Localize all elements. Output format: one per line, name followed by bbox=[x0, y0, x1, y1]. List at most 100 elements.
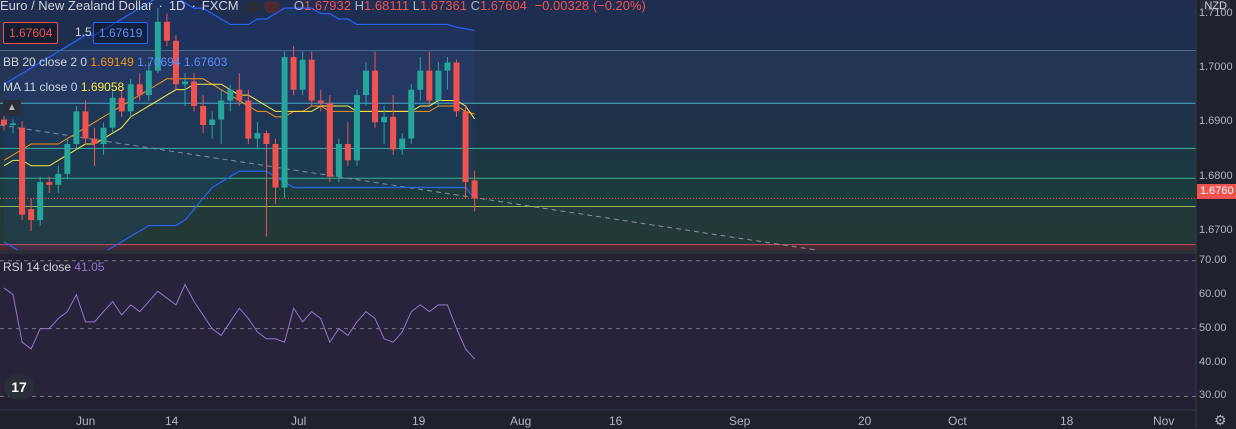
candle-body[interactable] bbox=[118, 97, 125, 112]
time-tick-label: 14 bbox=[165, 414, 179, 428]
bollinger-band-fill bbox=[4, 0, 475, 264]
candle-body[interactable] bbox=[344, 144, 351, 161]
time-tick-label: Aug bbox=[510, 414, 532, 428]
candle-body[interactable] bbox=[236, 89, 243, 101]
candle-body[interactable] bbox=[372, 70, 379, 123]
open-label: O bbox=[293, 0, 304, 13]
rsi-line[interactable] bbox=[3, 283, 475, 360]
candle-body[interactable] bbox=[453, 62, 460, 112]
rsi-legend[interactable]: RSI 14 close 41.05 bbox=[3, 260, 104, 274]
candle-body[interactable] bbox=[172, 40, 179, 85]
candle-body[interactable] bbox=[399, 138, 406, 150]
candle-body[interactable] bbox=[55, 173, 62, 185]
more-options-icon[interactable] bbox=[264, 0, 281, 13]
time-tick-label: 16 bbox=[609, 414, 623, 428]
candle-body[interactable] bbox=[1, 119, 7, 125]
candle-body[interactable] bbox=[136, 84, 143, 96]
time-tick-label: 20 bbox=[858, 414, 872, 428]
price-zone bbox=[0, 148, 1196, 179]
candle-body[interactable] bbox=[200, 105, 207, 125]
interval-label[interactable]: 1D bbox=[168, 0, 186, 13]
candle-body[interactable] bbox=[191, 81, 198, 106]
price-tick-label: 1.7000 bbox=[1199, 60, 1233, 73]
candle-body[interactable] bbox=[91, 138, 98, 145]
candle-body[interactable] bbox=[19, 127, 26, 215]
candle-body[interactable] bbox=[353, 95, 360, 161]
sell-price-button[interactable]: 1.67604 bbox=[3, 22, 59, 44]
eye-icon[interactable] bbox=[244, 0, 261, 13]
candle-body[interactable] bbox=[218, 100, 225, 120]
candle-body[interactable] bbox=[390, 116, 397, 150]
time-tick-label: Nov bbox=[1153, 414, 1175, 428]
candle-body[interactable] bbox=[154, 21, 161, 71]
candle-body[interactable] bbox=[272, 144, 279, 188]
bb-legend[interactable]: BB 20 close 2 0 1.69149 1.70694 1.67603 bbox=[3, 55, 227, 69]
symbol-title[interactable]: Euro / New Zealand Dollar bbox=[0, 0, 153, 13]
candle-body[interactable] bbox=[263, 133, 270, 145]
bb-upper-line[interactable] bbox=[3, 0, 475, 85]
rsi-pane-background bbox=[0, 254, 1196, 410]
candle-body[interactable] bbox=[64, 144, 71, 174]
candle-body[interactable] bbox=[28, 209, 35, 221]
high-label: H bbox=[354, 0, 365, 13]
price-tick-label: 1.6900 bbox=[1199, 115, 1233, 128]
candle-body[interactable] bbox=[417, 70, 424, 90]
candle-body[interactable] bbox=[408, 89, 415, 139]
rsi-band-fill bbox=[0, 260, 1196, 397]
close-value: 1.67604 bbox=[479, 0, 527, 13]
candle-body[interactable] bbox=[462, 111, 469, 183]
spread-value: 1.5 bbox=[75, 25, 92, 39]
candle-body[interactable] bbox=[37, 182, 44, 221]
gear-icon[interactable]: ⚙ bbox=[1214, 412, 1227, 428]
candle-body[interactable] bbox=[426, 70, 433, 101]
symbol-header[interactable]: Euro / New Zealand Dollar · 1D · FXCM O1.679… bbox=[0, 0, 646, 13]
candle-body[interactable] bbox=[10, 123, 17, 125]
candle-body[interactable] bbox=[254, 133, 261, 139]
currency-label[interactable]: NZD bbox=[1200, 0, 1230, 12]
candle-body[interactable] bbox=[182, 81, 188, 85]
candle-body[interactable] bbox=[209, 119, 216, 125]
candle-body[interactable] bbox=[145, 70, 152, 96]
candle-body[interactable] bbox=[245, 100, 252, 139]
price-zone bbox=[0, 178, 1196, 207]
pane-separator[interactable] bbox=[0, 250, 1196, 254]
candle-body[interactable] bbox=[100, 127, 107, 145]
candle-body[interactable] bbox=[163, 21, 170, 41]
candle-body[interactable] bbox=[317, 100, 324, 104]
candle-body[interactable] bbox=[281, 57, 288, 188]
rsi-tick-label: 50.00 bbox=[1199, 321, 1227, 334]
price-tick-label: 1.6700 bbox=[1199, 223, 1233, 236]
rsi-label: RSI 14 close bbox=[3, 260, 72, 274]
high-value: 1.68111 bbox=[364, 0, 410, 13]
time-tick-label: Sep bbox=[729, 414, 751, 428]
change-value: −0.00328 (−0.20%) bbox=[534, 0, 646, 13]
candle-body[interactable] bbox=[308, 59, 315, 101]
candle-body[interactable] bbox=[127, 84, 134, 112]
candle-body[interactable] bbox=[73, 111, 80, 145]
price-zone-low bbox=[0, 244, 1196, 250]
chevron-up-icon[interactable]: ▲ bbox=[3, 100, 21, 116]
candle-body[interactable] bbox=[46, 182, 53, 185]
tradingview-logo-icon[interactable]: 17 bbox=[4, 374, 34, 400]
buy-price-button[interactable]: 1.67619 bbox=[93, 22, 149, 44]
candle-body[interactable] bbox=[326, 103, 333, 177]
candle-body[interactable] bbox=[444, 62, 451, 71]
candle-body[interactable] bbox=[335, 144, 342, 177]
candle-body[interactable] bbox=[299, 59, 306, 90]
candle-body[interactable] bbox=[227, 89, 234, 101]
candle-body[interactable] bbox=[82, 111, 89, 139]
candle-body[interactable] bbox=[435, 70, 442, 101]
bb-upper-value: 1.70694 bbox=[137, 55, 181, 69]
candle-body[interactable] bbox=[363, 70, 369, 96]
candle-body[interactable] bbox=[471, 180, 478, 199]
ma-legend[interactable]: MA 11 close 0 1.69058 bbox=[3, 80, 124, 94]
close-label: C bbox=[470, 0, 480, 13]
candle-body[interactable] bbox=[109, 97, 116, 128]
candle-body[interactable] bbox=[381, 116, 388, 123]
ohlc-values: O1.67932 H1.68111 L1.67361 C1.67604 −0.0… bbox=[294, 0, 646, 13]
ma-label: MA 11 close 0 bbox=[3, 80, 78, 94]
low-value: 1.67361 bbox=[419, 0, 467, 13]
rsi-value: 41.05 bbox=[74, 260, 105, 274]
candle-body[interactable] bbox=[290, 57, 297, 90]
